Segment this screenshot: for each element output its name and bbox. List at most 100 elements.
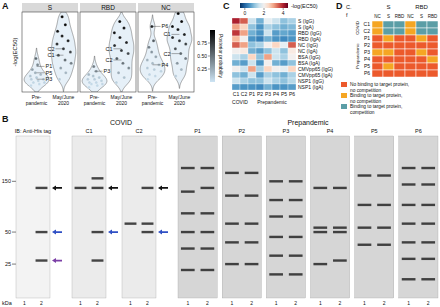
annotation: C1 bbox=[47, 52, 54, 58]
point bbox=[69, 51, 72, 54]
point bbox=[154, 75, 157, 78]
point bbox=[30, 78, 33, 81]
band bbox=[125, 222, 137, 224]
point bbox=[153, 68, 156, 71]
point bbox=[115, 81, 118, 84]
colorbar-tick-label: 0 bbox=[243, 10, 246, 16]
y-tick bbox=[12, 232, 16, 233]
grid-cell bbox=[383, 63, 394, 70]
text-line: 2020 bbox=[58, 100, 69, 106]
band bbox=[333, 226, 347, 228]
leader-line bbox=[55, 55, 63, 56]
band bbox=[36, 187, 48, 189]
annotation: P1 bbox=[46, 63, 53, 69]
band bbox=[181, 167, 195, 169]
point bbox=[127, 67, 130, 70]
grid-cell bbox=[405, 28, 416, 35]
band bbox=[269, 180, 283, 182]
band bbox=[245, 222, 259, 224]
panel-label: A bbox=[2, 1, 9, 11]
bands bbox=[125, 187, 154, 234]
blot-background bbox=[399, 136, 438, 298]
grid-cell bbox=[427, 49, 438, 56]
band bbox=[421, 167, 435, 169]
heatmap-cell bbox=[280, 72, 288, 78]
grid-cell bbox=[416, 28, 427, 35]
point bbox=[154, 55, 157, 58]
lane-label: 2 bbox=[250, 300, 253, 306]
heatmap-cell bbox=[264, 78, 272, 84]
grid-cell bbox=[372, 21, 383, 28]
panel-label: C bbox=[223, 1, 230, 11]
blot-background bbox=[266, 136, 305, 298]
point bbox=[151, 62, 154, 65]
lane-label: 2 bbox=[427, 300, 430, 306]
band bbox=[225, 172, 239, 174]
grid-cell bbox=[427, 28, 438, 35]
point bbox=[64, 71, 67, 74]
blot-background bbox=[222, 136, 261, 298]
blot: P412 bbox=[311, 128, 350, 306]
leader-line bbox=[37, 72, 45, 73]
grid-cell bbox=[383, 70, 394, 77]
facet: SC2C1P1P5P3Pre-pandemicMay/June2020 bbox=[22, 3, 78, 106]
violin bbox=[167, 12, 192, 88]
row-label: P5 bbox=[364, 63, 370, 69]
point bbox=[171, 25, 174, 28]
band bbox=[269, 215, 283, 217]
grid-cell bbox=[394, 42, 405, 49]
text-line: pandemic bbox=[84, 100, 106, 106]
heatmap-cell bbox=[272, 24, 280, 30]
heatmap-cell bbox=[272, 72, 280, 78]
point bbox=[34, 71, 37, 74]
grid-cell bbox=[372, 63, 383, 70]
bands bbox=[181, 167, 214, 271]
band bbox=[201, 212, 215, 214]
band bbox=[245, 241, 259, 243]
heatmap-cell bbox=[256, 54, 264, 60]
grid-cell bbox=[372, 42, 383, 49]
band bbox=[289, 215, 303, 217]
row-label: C2 bbox=[364, 28, 371, 34]
column-label: NC bbox=[407, 14, 414, 19]
heatmap-cell bbox=[232, 36, 240, 42]
heatmap-cell bbox=[256, 24, 264, 30]
plot-background bbox=[22, 12, 78, 92]
point bbox=[174, 47, 177, 50]
band bbox=[313, 263, 327, 265]
heatmap-cell bbox=[280, 24, 288, 30]
heatmap-cell bbox=[248, 78, 256, 84]
grid-cell bbox=[405, 49, 416, 56]
grid-cell bbox=[405, 42, 416, 49]
row-label: P4 bbox=[364, 56, 370, 62]
facet-title: RBD bbox=[101, 4, 115, 11]
heatmap-cell bbox=[232, 18, 240, 24]
band bbox=[201, 187, 215, 189]
panel-b: B1505025kDaIB: Anti-His tag12COVIDC112C2… bbox=[2, 114, 438, 306]
point bbox=[35, 76, 38, 79]
grid-cell bbox=[405, 70, 416, 77]
point bbox=[178, 39, 181, 42]
blot-label: IB: Anti-His tag bbox=[15, 128, 51, 134]
heatmap-cell bbox=[256, 48, 264, 54]
blot-background bbox=[355, 136, 394, 298]
colorbar-title: Posterior probability bbox=[218, 34, 224, 79]
grid-cell bbox=[383, 56, 394, 63]
row-group-label: COVID bbox=[355, 21, 360, 35]
lane-label: 2 bbox=[96, 300, 99, 306]
blot-background bbox=[178, 136, 217, 298]
annotation: C2 bbox=[105, 57, 112, 63]
plot-frame bbox=[80, 12, 136, 92]
heatmap-cell bbox=[264, 30, 272, 36]
column-label: P2 bbox=[257, 91, 263, 97]
point bbox=[115, 57, 118, 60]
column-label: S bbox=[420, 14, 423, 19]
band bbox=[269, 273, 283, 275]
annotation: C1 bbox=[163, 31, 170, 37]
colorbar-tick bbox=[208, 43, 210, 44]
point bbox=[160, 70, 163, 73]
lane-label: 2 bbox=[206, 300, 209, 306]
band bbox=[402, 258, 416, 260]
annotation: P4 bbox=[162, 62, 169, 68]
row-label: P1 bbox=[364, 35, 370, 41]
